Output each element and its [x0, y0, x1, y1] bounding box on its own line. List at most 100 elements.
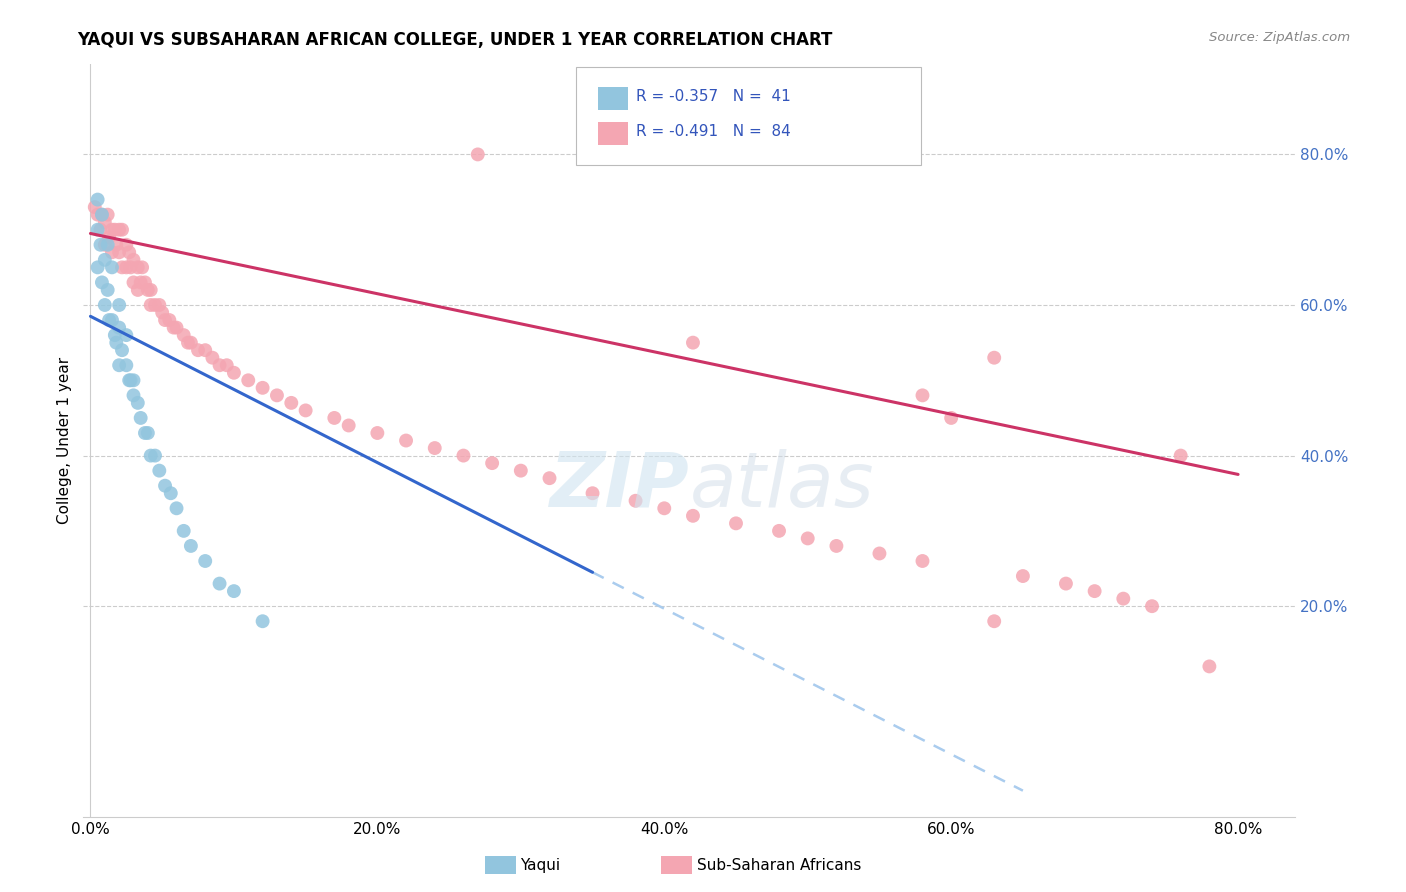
Text: R = -0.357   N =  41: R = -0.357 N = 41: [636, 89, 790, 103]
Point: [166, 320, 188, 334]
Point: [150, 305, 173, 319]
Point: [983, 614, 1005, 628]
Y-axis label: College, Under 1 year: College, Under 1 year: [58, 357, 72, 524]
Point: [111, 260, 134, 275]
Point: [323, 411, 346, 425]
Point: [86, 260, 108, 275]
Point: [201, 351, 224, 365]
Point: [122, 252, 145, 267]
Point: [148, 464, 170, 478]
Point: [366, 425, 388, 440]
Point: [101, 223, 124, 237]
Point: [131, 260, 153, 275]
Point: [911, 554, 934, 568]
Point: [115, 237, 138, 252]
Point: [467, 147, 489, 161]
Point: [108, 320, 131, 334]
Point: [91, 208, 114, 222]
Point: [280, 396, 302, 410]
Point: [215, 358, 238, 372]
Point: [105, 237, 128, 252]
Point: [83, 200, 105, 214]
Point: [108, 245, 131, 260]
Point: [652, 501, 675, 516]
Point: [118, 245, 141, 260]
Point: [337, 418, 360, 433]
Point: [101, 260, 124, 275]
Point: [194, 343, 217, 358]
Point: [89, 223, 111, 237]
Point: [1170, 449, 1192, 463]
Point: [768, 524, 790, 538]
Point: [177, 335, 200, 350]
Point: [983, 351, 1005, 365]
Point: [91, 208, 114, 222]
Point: [127, 396, 149, 410]
Point: [187, 343, 209, 358]
Point: [108, 358, 131, 372]
Point: [86, 208, 108, 222]
Point: [94, 215, 117, 229]
Text: Yaqui: Yaqui: [520, 858, 561, 872]
Point: [153, 313, 176, 327]
Point: [118, 373, 141, 387]
Point: [129, 411, 152, 425]
Point: [115, 328, 138, 343]
Point: [94, 298, 117, 312]
Point: [173, 524, 195, 538]
Point: [266, 388, 288, 402]
Point: [139, 298, 162, 312]
Point: [252, 381, 274, 395]
Point: [111, 343, 134, 358]
Point: [1012, 569, 1035, 583]
Point: [423, 441, 446, 455]
Text: atlas: atlas: [689, 449, 875, 523]
Point: [127, 260, 149, 275]
Point: [129, 276, 152, 290]
Point: [1198, 659, 1220, 673]
Point: [153, 479, 176, 493]
Point: [538, 471, 561, 485]
Point: [122, 373, 145, 387]
Point: [115, 358, 138, 372]
Text: YAQUI VS SUBSAHARAN AFRICAN COLLEGE, UNDER 1 YEAR CORRELATION CHART: YAQUI VS SUBSAHARAN AFRICAN COLLEGE, UND…: [77, 31, 832, 49]
Point: [104, 223, 127, 237]
Point: [163, 320, 186, 334]
Point: [1112, 591, 1135, 606]
Point: [94, 252, 117, 267]
Point: [825, 539, 848, 553]
Point: [122, 276, 145, 290]
Point: [1054, 576, 1077, 591]
Point: [143, 298, 166, 312]
Point: [139, 449, 162, 463]
Point: [294, 403, 316, 417]
Point: [180, 539, 202, 553]
Point: [134, 425, 156, 440]
Point: [97, 283, 120, 297]
Point: [143, 449, 166, 463]
Point: [98, 230, 121, 244]
Point: [101, 245, 124, 260]
Point: [101, 313, 124, 327]
Point: [238, 373, 260, 387]
Point: [166, 501, 188, 516]
Point: [682, 508, 704, 523]
Point: [108, 298, 131, 312]
Text: Source: ZipAtlas.com: Source: ZipAtlas.com: [1209, 31, 1350, 45]
Point: [453, 449, 475, 463]
Point: [134, 276, 156, 290]
Point: [104, 328, 127, 343]
Point: [97, 237, 120, 252]
Point: [1140, 599, 1163, 614]
Point: [127, 283, 149, 297]
Point: [222, 584, 245, 599]
Point: [105, 335, 128, 350]
Text: ZIP: ZIP: [550, 449, 689, 523]
Point: [98, 313, 121, 327]
Point: [868, 546, 890, 560]
Point: [159, 486, 181, 500]
Point: [120, 260, 142, 275]
Point: [395, 434, 418, 448]
Point: [252, 614, 274, 628]
Point: [122, 388, 145, 402]
